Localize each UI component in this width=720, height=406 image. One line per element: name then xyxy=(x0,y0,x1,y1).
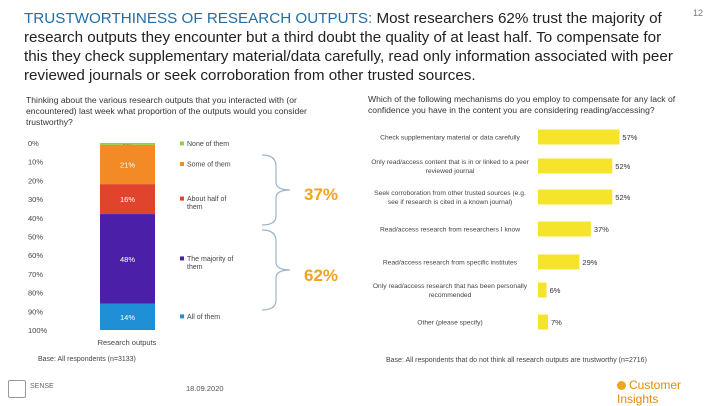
x-axis-label: Research outputs xyxy=(98,338,157,347)
brace-lower xyxy=(261,229,291,311)
y-tick-label: 70% xyxy=(28,270,43,279)
category-label: recommended xyxy=(429,292,472,299)
category-label: reviewed journal xyxy=(426,168,475,175)
legend-entry: them xyxy=(187,264,203,271)
legend-entry: them xyxy=(187,204,203,211)
group-label-upper: 37% xyxy=(304,185,338,204)
legend-swatch xyxy=(180,256,184,261)
y-tick-label: 50% xyxy=(28,233,43,242)
page-number: 12 xyxy=(693,8,704,18)
customer-insights-logo: Customer Insights xyxy=(617,378,720,406)
y-tick-label: 10% xyxy=(28,158,43,167)
right-question: Which of the following mechanisms do you… xyxy=(368,94,676,115)
logo-dot-icon xyxy=(617,381,626,390)
category-label: Other (please specify) xyxy=(417,320,482,327)
data-label: 37% xyxy=(594,225,609,234)
legend-swatch xyxy=(180,314,184,319)
group-label-lower: 62% xyxy=(304,266,338,285)
y-tick-label: 40% xyxy=(28,214,43,223)
bar xyxy=(538,189,613,205)
legend-entry: None of them xyxy=(187,141,229,148)
sense-logo: SENSE xyxy=(8,378,64,400)
category-label: Only read/access content that is in or l… xyxy=(371,159,529,166)
category-label: Read/access research from specific insti… xyxy=(383,260,518,267)
category-label: Read/access research from researchers I … xyxy=(380,227,520,234)
data-label: 6% xyxy=(550,286,561,295)
left-base-note: Base: All respondents (n=3133) xyxy=(38,356,136,363)
title-text: Most researchers 62% trust the majority … xyxy=(24,10,673,84)
left-question: Thinking about the various research outp… xyxy=(26,95,307,127)
right-base-note: Base: All respondents that do not think … xyxy=(386,357,647,364)
legend-swatch xyxy=(180,141,184,146)
data-label: 48% xyxy=(120,255,135,264)
bar xyxy=(538,254,580,270)
bar xyxy=(538,129,620,145)
slide-title: TRUSTWORTHINESS OF RESEARCH OUTPUTS: Mos… xyxy=(24,9,684,85)
y-tick-label: 60% xyxy=(28,251,43,260)
bar-segment xyxy=(100,214,155,304)
category-label: see if research is cited in a known jour… xyxy=(388,199,513,206)
bar xyxy=(538,221,591,237)
data-label: 14% xyxy=(120,313,135,322)
bar-segment xyxy=(100,184,155,215)
legend-swatch xyxy=(180,162,184,167)
y-tick-label: 90% xyxy=(28,307,43,316)
y-tick-label: 30% xyxy=(28,195,43,204)
legend-entry: The majority of xyxy=(187,256,233,263)
data-label: 21% xyxy=(120,161,135,170)
y-tick-label: 80% xyxy=(28,289,43,298)
category-label: Check supplementary material or data car… xyxy=(380,135,520,142)
bar-segment xyxy=(100,303,155,330)
bar-segment xyxy=(100,144,155,185)
bar xyxy=(538,158,613,174)
date-label: 18.09.2020 xyxy=(186,384,224,393)
category-label: Only read/access research that has been … xyxy=(373,283,528,290)
legend-entry: Some of them xyxy=(187,162,231,169)
data-label: 16% xyxy=(120,195,135,204)
data-label: 29% xyxy=(582,258,597,267)
data-label: 52% xyxy=(615,193,630,202)
y-tick-label: 20% xyxy=(28,176,43,185)
data-label: 7% xyxy=(551,318,562,327)
customer-insights-text: Customer Insights xyxy=(617,378,682,406)
legend-entry: All of them xyxy=(187,314,220,321)
brace-upper xyxy=(261,154,291,226)
data-label: 52% xyxy=(615,162,630,171)
legend-entry: About half of xyxy=(187,196,226,203)
data-label: 57% xyxy=(622,133,637,142)
title-highlight: TRUSTWORTHINESS OF RESEARCH OUTPUTS: xyxy=(24,10,373,27)
bar xyxy=(538,314,548,330)
bar xyxy=(538,282,547,298)
y-tick-label: 0% xyxy=(28,139,39,148)
y-tick-label: 100% xyxy=(28,326,48,335)
bar-segment xyxy=(100,143,155,145)
category-label: Seek corroboration from other trusted so… xyxy=(374,190,526,197)
sense-logo-text: SENSE xyxy=(30,383,54,390)
legend-swatch xyxy=(180,196,184,201)
logo-mark-icon xyxy=(8,380,26,398)
